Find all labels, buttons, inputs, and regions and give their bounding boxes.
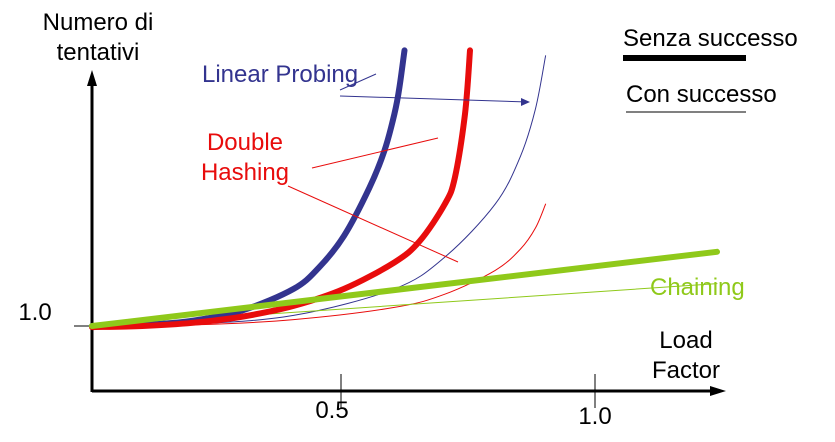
y-axis-label-line-2: tentativi bbox=[57, 39, 140, 66]
label-linear-probing: Linear Probing bbox=[202, 61, 358, 88]
series-chaining-unsuccessful bbox=[89, 248, 720, 329]
y-axis-label-line-1: Numero di bbox=[43, 9, 154, 36]
label-double-hashing-line-1: Double bbox=[207, 129, 283, 156]
x-axis-arrowhead bbox=[710, 386, 726, 396]
x-axis-label-line-2: Factor bbox=[652, 357, 720, 384]
leader-linear-probing-successful bbox=[339, 95, 529, 103]
series-layer bbox=[89, 47, 720, 331]
legend-swatch-thick bbox=[623, 55, 746, 61]
leader-linear-probing-arrowhead bbox=[521, 98, 530, 106]
x-axis-label-line-1: Load bbox=[659, 327, 712, 354]
y-tick-label-1.0: 1.0 bbox=[18, 299, 51, 326]
axes bbox=[87, 70, 726, 396]
label-double-hashing-line-2: Hashing bbox=[201, 159, 289, 186]
y-axis-arrowhead bbox=[87, 70, 97, 86]
series-linear-probing-successful bbox=[91, 55, 547, 327]
legend-label-unsuccessful: Senza successo bbox=[623, 25, 798, 52]
leader-double-hashing-unsuccessful bbox=[311, 137, 439, 169]
label-chaining: Chaining bbox=[650, 274, 745, 301]
x-tick-label-1.0: 1.0 bbox=[578, 403, 611, 430]
leader-linear-probing-unsuccessful bbox=[339, 73, 377, 91]
legend-label-successful: Con successo bbox=[626, 81, 777, 108]
leader-double-hashing-successful bbox=[287, 185, 459, 263]
series-double-hashing-unsuccessful bbox=[89, 47, 473, 331]
legend: Senza successo Con successo bbox=[623, 25, 798, 113]
leader-lines bbox=[287, 73, 530, 263]
x-tick-label-0.5: 0.5 bbox=[315, 397, 348, 424]
